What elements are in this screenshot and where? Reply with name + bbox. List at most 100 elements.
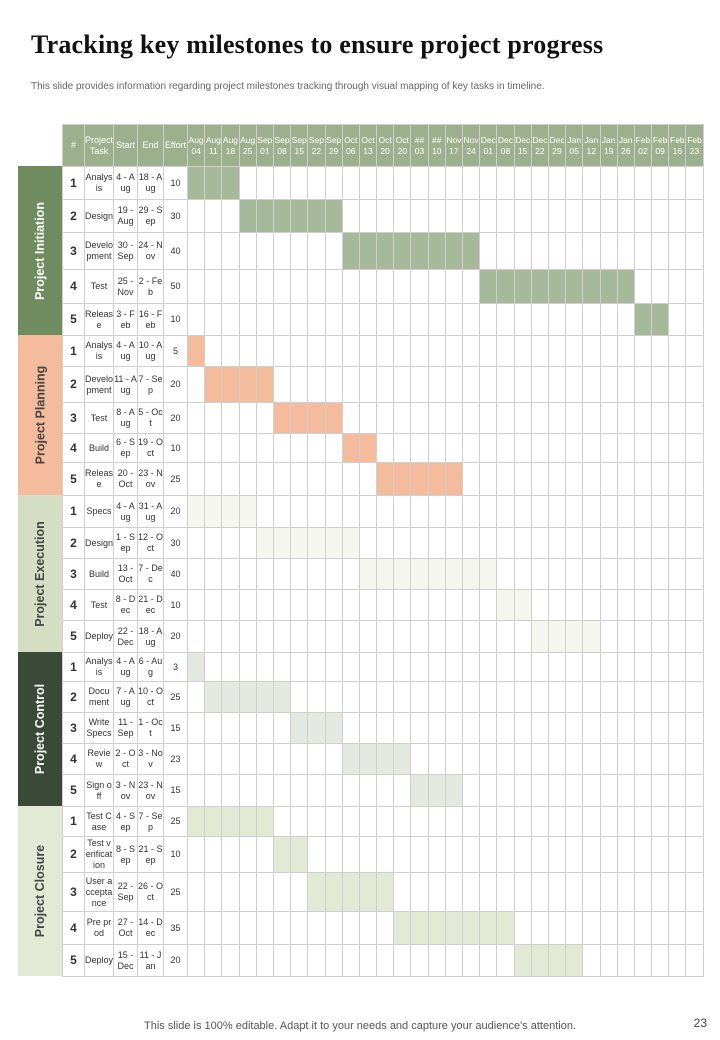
timeline-cell [668, 366, 687, 403]
timeline-cell [496, 402, 515, 434]
timeline-cell [290, 806, 309, 837]
timeline-cell [479, 303, 498, 336]
gantt-bar-cell [290, 402, 309, 434]
timeline-cell [668, 433, 687, 463]
gantt-bar-cell [565, 944, 584, 977]
task-name: Deploy [84, 620, 114, 653]
gantt-bar-cell [307, 872, 326, 912]
timeline-cell [290, 166, 309, 200]
week-day: 16 [672, 145, 683, 156]
timeline-cell [651, 806, 670, 837]
timeline-cell [376, 836, 395, 873]
timeline-cell [668, 743, 687, 775]
timeline-cell [238, 836, 257, 873]
timeline-cell [651, 527, 670, 559]
gantt-bar-cell [444, 911, 464, 945]
timeline-cell [221, 589, 240, 621]
week-header: Feb 23 [685, 124, 704, 167]
task-start: 25 - Nov [113, 269, 138, 304]
timeline-cell [565, 836, 584, 873]
gantt-bar-cell [547, 269, 567, 304]
timeline-cell [582, 462, 601, 496]
timeline-cell [651, 269, 670, 304]
week-header: Oct 20 [376, 124, 395, 167]
timeline-cell [272, 806, 292, 837]
timeline-cell [496, 558, 515, 590]
timeline-cell [307, 462, 326, 496]
timeline-cell [461, 806, 481, 837]
timeline-cell [685, 652, 704, 682]
gantt-bar-cell [221, 681, 240, 713]
timeline-cell [238, 712, 257, 744]
timeline-cell [410, 620, 429, 653]
week-header: Sep 01 [255, 124, 274, 167]
task-end: 31 - Aug [137, 495, 164, 528]
timeline-cell [255, 944, 274, 977]
timeline-cell [616, 589, 635, 621]
task-effort: 25 [163, 681, 188, 713]
timeline-cell [376, 806, 395, 837]
timeline-cell [547, 366, 567, 403]
timeline-cell [238, 872, 257, 912]
timeline-cell [307, 589, 326, 621]
timeline-cell [513, 872, 532, 912]
timeline-cell [633, 806, 653, 837]
timeline-cell [324, 944, 343, 977]
gantt-bar-cell [444, 232, 464, 270]
gantt-bar-cell [238, 806, 257, 837]
timeline-cell [616, 166, 635, 200]
timeline-cell [685, 589, 704, 621]
timeline-cell [461, 462, 481, 496]
task-name: Sign off [84, 774, 114, 807]
timeline-cell [324, 166, 343, 200]
task-row: 5 Deploy 15 - Dec 11 - Jan 20 [62, 944, 704, 977]
timeline-cell [272, 620, 292, 653]
gantt-bar-cell [204, 166, 223, 200]
gantt-bar-cell [530, 269, 549, 304]
timeline-cell [307, 944, 326, 977]
timeline-cell [651, 712, 670, 744]
task-end: 7 - Sep [137, 366, 164, 403]
gantt-bar-cell [324, 402, 343, 434]
timeline-cell [479, 433, 498, 463]
task-name: Build [84, 433, 114, 463]
timeline-cell [461, 269, 481, 304]
timeline-cell [358, 462, 378, 496]
week-day: 26 [621, 145, 631, 156]
timeline-cell [290, 620, 309, 653]
timeline-cell [410, 681, 429, 713]
timeline-cell [427, 166, 446, 200]
timeline-cell [479, 232, 498, 270]
timeline-cell [307, 166, 326, 200]
timeline-cell [513, 712, 532, 744]
task-name: Test [84, 269, 114, 304]
week-header: ## 10 [427, 124, 446, 167]
footer-note: This slide is 100% editable. Adapt it to… [144, 1020, 576, 1032]
gantt-bar-cell [599, 269, 618, 304]
timeline-cell [186, 774, 206, 807]
timeline-cell [633, 527, 653, 559]
timeline-cell [496, 712, 515, 744]
timeline-cell [685, 743, 704, 775]
week-header: Dec 01 [479, 124, 498, 167]
timeline-cell [376, 495, 395, 528]
timeline-cell [565, 166, 584, 200]
task-effort: 20 [163, 620, 188, 653]
timeline-cell [324, 806, 343, 837]
timeline-cell [221, 620, 240, 653]
timeline-cell [238, 589, 257, 621]
week-day: 18 [225, 145, 236, 156]
task-start: 15 - Dec [113, 944, 138, 977]
timeline-cell [358, 366, 378, 403]
timeline-cell [616, 199, 635, 233]
phase-name: Project Execution [33, 520, 47, 627]
timeline-cell [186, 558, 206, 590]
timeline-cell [427, 652, 446, 682]
timeline-cell [530, 652, 549, 682]
task-effort: 30 [163, 527, 188, 559]
timeline-cell [324, 774, 343, 807]
week-day: 02 [638, 145, 648, 156]
week-header: Sep 15 [290, 124, 309, 167]
task-name: Test verification [84, 836, 114, 873]
phase-name: Project Planning [33, 365, 48, 465]
